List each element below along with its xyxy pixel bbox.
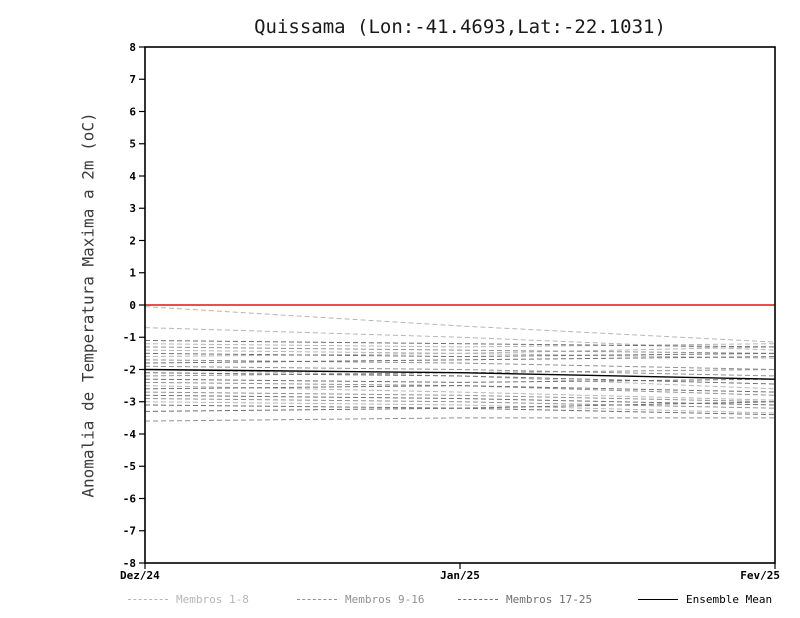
legend-item-membros-1-8: Membros 1-8: [128, 593, 249, 606]
legend-label: Membros 17-25: [506, 593, 593, 606]
plot-frame: [144, 46, 776, 564]
legend-label: Ensemble Mean: [686, 593, 773, 606]
legend-item-membros-9-16: Membros 9-16: [297, 593, 424, 606]
solid-line-icon: [638, 599, 678, 600]
chart-legend: Membros 1-8 Membros 9-16 Membros 17-25 E…: [0, 593, 800, 613]
dashed-line-icon: [297, 599, 337, 600]
ensemble-member-line: [144, 343, 776, 348]
y-tick-label: -2: [123, 363, 136, 376]
chart-title: Quissama (Lon:-41.4693,Lat:-22.1031): [254, 16, 666, 38]
y-tick-label: 6: [129, 105, 136, 118]
ensemble-member-line: [144, 398, 776, 409]
ensemble-member-line: [144, 394, 776, 406]
y-tick-label: 8: [129, 41, 136, 54]
ensemble-member-line: [144, 352, 776, 358]
ensemble-mean-line: [144, 368, 776, 380]
ensemble-member-line: [144, 372, 776, 385]
y-tick-label: 2: [129, 234, 136, 247]
legend-label: Membros 9-16: [345, 593, 425, 606]
y-tick-label: -1: [123, 331, 137, 344]
legend-item-ensemble-mean: Ensemble Mean: [638, 593, 772, 606]
ensemble-member-line: [144, 356, 776, 364]
ensemble-member-line: [144, 385, 776, 401]
y-tick-label: 4: [129, 170, 136, 183]
ensemble-member-line: [144, 381, 776, 396]
dashed-line-icon: [128, 599, 168, 600]
ensemble-member-line: [144, 359, 776, 370]
y-tick-label: 7: [129, 73, 136, 86]
y-tick-label: 0: [129, 299, 136, 312]
ensemble-member-line: [144, 385, 776, 393]
ensemble-member-line: [144, 404, 776, 416]
y-tick-label: 5: [129, 138, 136, 151]
ensemble-member-line: [144, 346, 776, 358]
y-tick-label: -8: [123, 557, 136, 570]
y-tick-label: -4: [123, 428, 137, 441]
ensemble-member-line: [144, 365, 776, 377]
y-tick-label: -6: [123, 492, 137, 505]
ensemble-member-line: [144, 417, 775, 422]
dashed-line-icon: [458, 599, 498, 600]
x-tick-label: Jan/25: [440, 569, 480, 582]
ensemble-member-line: [144, 401, 776, 412]
y-tick-label: -7: [123, 525, 136, 538]
y-tick-label: 1: [129, 267, 136, 280]
legend-label: Membros 1-8: [176, 593, 249, 606]
ensemble-member-line: [144, 378, 776, 383]
ensemble-member-line: [144, 306, 776, 343]
x-tick-label: Dez/24: [120, 569, 160, 582]
y-tick-label: -3: [123, 396, 136, 409]
ensemble-member-line: [144, 401, 776, 414]
legend-item-membros-17-25: Membros 17-25: [458, 593, 592, 606]
x-tick-label: Fev/25: [740, 569, 780, 582]
y-tick-label: -5: [123, 460, 136, 473]
ensemble-member-line: [144, 391, 776, 403]
ensemble-member-line: [144, 339, 776, 348]
y-tick-label: 3: [129, 202, 136, 215]
ensemble-member-line: [144, 346, 776, 354]
ensemble-member-line: [144, 327, 776, 351]
